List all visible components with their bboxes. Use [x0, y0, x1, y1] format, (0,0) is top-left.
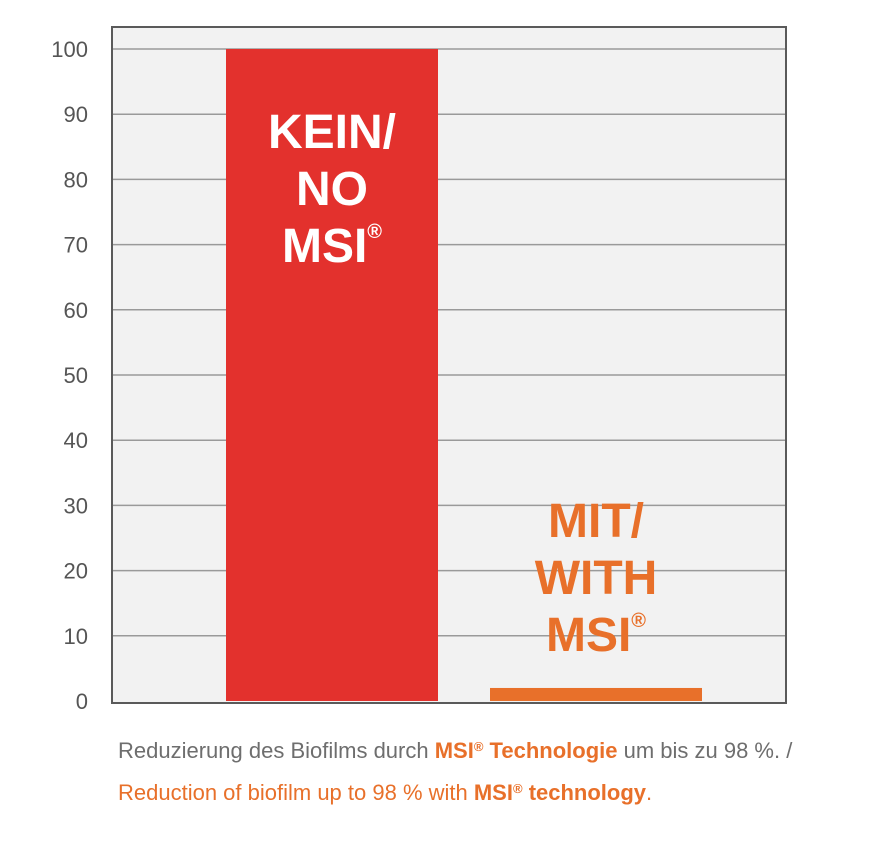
y-tick-label: 90 [64, 102, 88, 127]
bar-2-label-line: MSI® [546, 609, 646, 662]
y-tick-label: 60 [64, 298, 88, 323]
y-tick-label: 40 [64, 428, 88, 453]
y-tick-label: 80 [64, 167, 88, 192]
y-tick-label: 30 [64, 493, 88, 518]
bar-1 [226, 49, 438, 701]
y-tick-label: 20 [64, 559, 88, 584]
caption-german: Reduzierung des Biofilms durch MSI® Tech… [118, 738, 792, 764]
caption-de-brand: MSI® Technologie [434, 738, 618, 763]
plot-area [112, 27, 786, 703]
bar-1-label-line: KEIN/ [268, 106, 396, 159]
bar-2-label-line: WITH [535, 552, 658, 605]
bar-2-label-line: MIT/ [548, 495, 644, 548]
y-tick-label: 10 [64, 624, 88, 649]
caption-en-pre: Reduction of biofilm up to 98 % with [118, 780, 474, 805]
y-tick-label: 100 [51, 37, 88, 62]
y-tick-label: 50 [64, 363, 88, 388]
caption-de-pre: Reduzierung des Biofilms durch [118, 738, 435, 763]
y-tick-label: 0 [76, 689, 88, 714]
bar-2 [490, 687, 702, 701]
y-axis-ticks: 0 10 20 30 40 50 60 70 80 90 100 [51, 37, 88, 714]
bars [226, 49, 702, 701]
bar-1-label-line: NO [296, 163, 368, 216]
caption-de-post: um bis zu 98 %. / [617, 738, 793, 763]
y-tick-label: 70 [64, 233, 88, 258]
caption-en-post: . [646, 780, 653, 805]
bar-1-label-line: MSI® [282, 220, 382, 273]
caption-en-brand: MSI® technology [473, 780, 647, 805]
plot-frame [111, 26, 787, 704]
caption-english: Reduction of biofilm up to 98 % with MSI… [118, 780, 652, 806]
grid-lines [112, 48, 786, 637]
